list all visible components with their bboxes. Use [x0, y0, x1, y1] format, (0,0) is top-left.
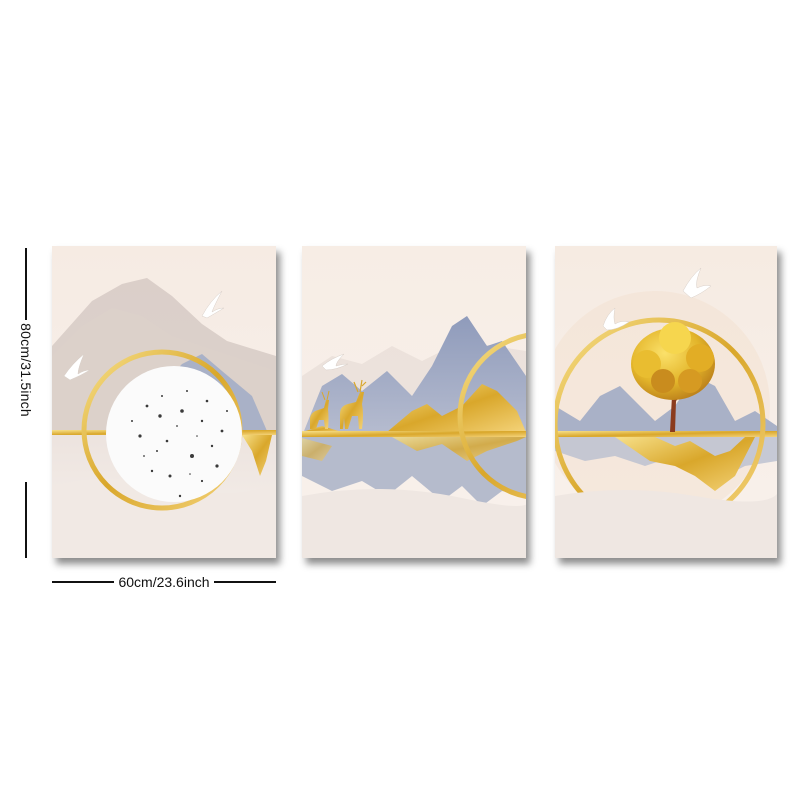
- height-dimension-label: 80cm/31.5inch: [18, 323, 34, 417]
- gold-mountain-reflection: [392, 437, 526, 461]
- canvas-panel-middle: [302, 246, 526, 558]
- canvas-panel-left: [52, 246, 276, 558]
- golden-deer: [310, 379, 367, 429]
- panel-middle-artwork: [302, 246, 526, 558]
- panel-right-artwork: [555, 246, 777, 558]
- height-dimension-line-top: [25, 248, 27, 320]
- gold-mountain-reflection: [615, 437, 755, 491]
- width-dimension: 60cm/23.6inch: [52, 572, 276, 592]
- gold-mountain-reflection: [242, 435, 272, 476]
- width-dimension-line-right: [213, 581, 276, 583]
- height-dimension-line-bottom: [25, 482, 27, 558]
- gold-horizon-line: [302, 431, 526, 437]
- golden-tree: [631, 322, 715, 400]
- gold-horizon-line: [555, 431, 777, 437]
- width-dimension-line-left: [52, 581, 115, 583]
- white-bird-icon: [63, 290, 225, 381]
- gold-ring: [457, 333, 526, 499]
- gold-mountain: [387, 384, 526, 432]
- white-bird-icon: [602, 267, 712, 331]
- panel-left-artwork: [52, 246, 276, 558]
- blue-mountain: [555, 376, 777, 436]
- white-bird-icon: [321, 353, 349, 371]
- marble-speckles: [131, 390, 228, 498]
- canvas-panel-right: [555, 246, 777, 558]
- width-dimension-label: 60cm/23.6inch: [118, 574, 210, 590]
- marble-moon: [106, 366, 242, 502]
